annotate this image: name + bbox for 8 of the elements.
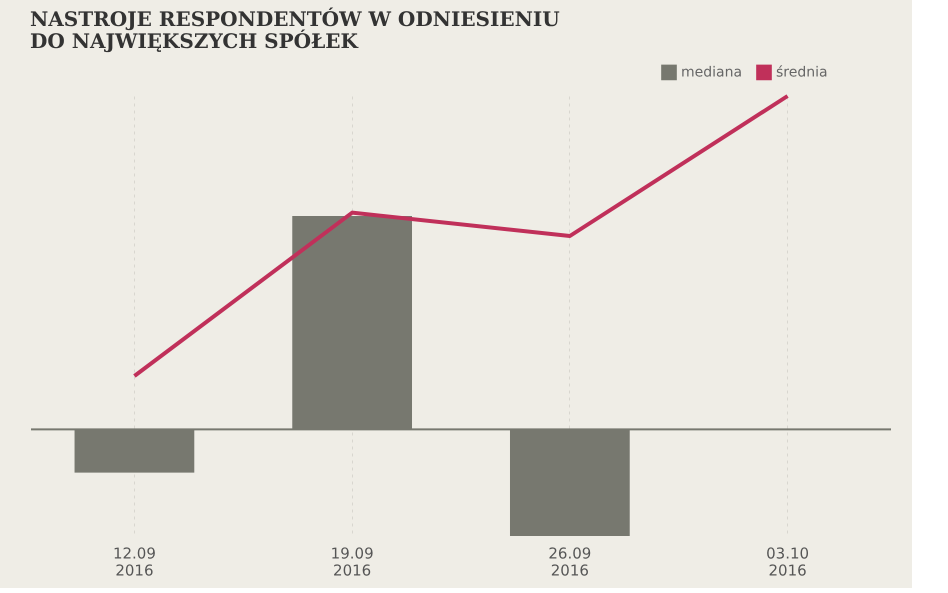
x-tick-label: 12.09 2016 — [112, 544, 156, 580]
x-tick-label: 03.10 2016 — [766, 544, 810, 580]
x-tick-label: 19.09 2016 — [330, 544, 374, 580]
x-tick-label: 26.09 2016 — [548, 544, 592, 580]
text: DO NAJWIĘKSZYCH SPÓŁEK — [30, 29, 358, 53]
legend-label: mediana — [681, 64, 742, 80]
legend-label: średnia — [776, 64, 828, 80]
text: NASTROJE RESPONDENTÓW W ODNIESIENIU — [30, 7, 560, 31]
